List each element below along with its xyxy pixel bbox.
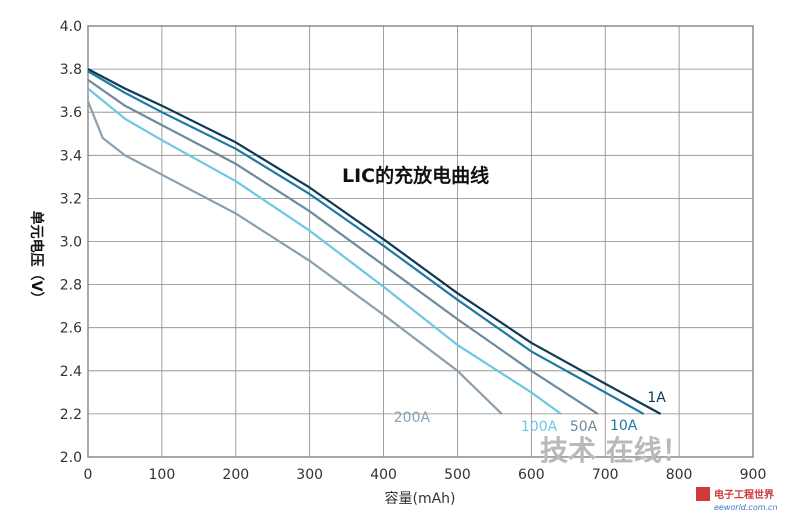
grid xyxy=(87,25,754,458)
x-tick-label: 300 xyxy=(296,467,323,483)
chart-title: LIC的充放电曲线 xyxy=(342,164,489,187)
x-tick-label: 600 xyxy=(518,467,545,483)
series-line-200A xyxy=(86,100,503,415)
y-tick-label: 3.2 xyxy=(60,191,82,207)
y-tick-label: 2.2 xyxy=(60,407,82,423)
x-axis-label: 容量(mAh) xyxy=(384,490,455,507)
series-group xyxy=(86,68,662,415)
series-line-50A xyxy=(87,78,599,415)
series-label-50A: 50A xyxy=(570,419,598,435)
y-ticks: 2.0 2.2 2.4 2.6 2.8 3.0 3.2 3.4 3.6 3.8 4.0 xyxy=(60,19,82,466)
x-tick-label: 100 xyxy=(149,467,176,483)
series-line-100A xyxy=(87,87,562,415)
x-tick-label: 900 xyxy=(740,467,767,483)
x-ticks: 0 100 200 300 400 500 600 700 800 900 xyxy=(84,467,767,483)
series-label-200A: 200A xyxy=(394,410,431,426)
y-axis-label: 单元电压（V） xyxy=(28,211,45,306)
series-line-1A xyxy=(87,68,662,415)
y-tick-label: 2.4 xyxy=(60,364,82,380)
watermark: 技术 在线！ xyxy=(540,434,690,467)
logo-icon xyxy=(696,487,710,501)
series-labels: 1A 10A 50A 100A 200A xyxy=(394,390,667,435)
y-tick-label: 2.0 xyxy=(60,450,82,466)
x-tick-label: 500 xyxy=(444,467,471,483)
x-tick-label: 700 xyxy=(592,467,619,483)
logo: 电子工程世界 eeworld.com.cn xyxy=(696,487,778,512)
series-line-10A xyxy=(87,70,645,415)
logo-site: eeworld.com.cn xyxy=(714,503,778,512)
y-tick-label: 2.8 xyxy=(60,278,82,294)
y-tick-label: 2.6 xyxy=(60,321,82,337)
y-tick-label: 4.0 xyxy=(60,19,82,35)
series-label-100A: 100A xyxy=(521,419,558,435)
series-label-1A: 1A xyxy=(647,390,666,406)
x-tick-label: 0 xyxy=(84,467,93,483)
series-label-10A: 10A xyxy=(610,418,638,434)
x-tick-label: 200 xyxy=(222,467,249,483)
x-tick-label: 400 xyxy=(370,467,397,483)
y-tick-label: 3.8 xyxy=(60,62,82,78)
y-tick-label: 3.0 xyxy=(60,235,82,251)
y-tick-label: 3.4 xyxy=(60,148,82,164)
y-tick-label: 3.6 xyxy=(60,105,82,121)
x-tick-label: 800 xyxy=(666,467,693,483)
logo-title: 电子工程世界 xyxy=(714,488,774,501)
